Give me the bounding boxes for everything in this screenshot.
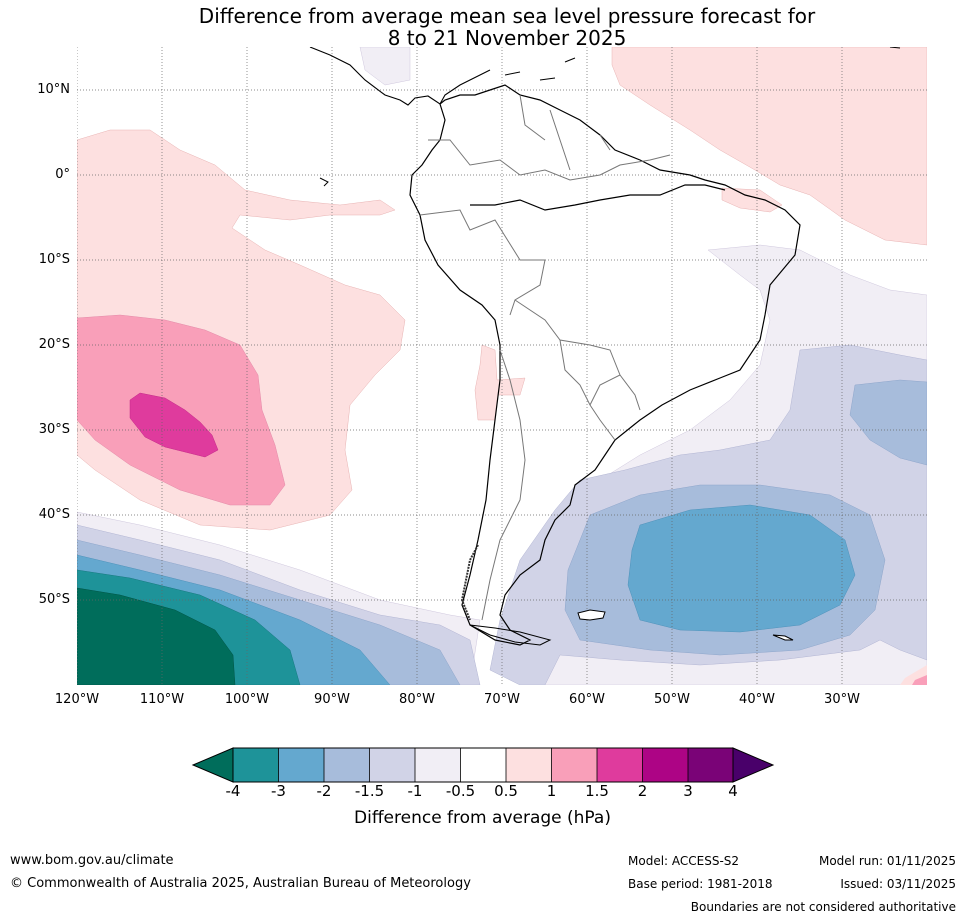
- lon-label-110w: 110°W: [139, 692, 185, 707]
- colorbar-tick: 1.5: [585, 782, 609, 800]
- colorbar-tick: 0.5: [494, 782, 518, 800]
- lon-label-60w: 60°W: [569, 692, 605, 707]
- lat-label-10s: 10°S: [38, 252, 70, 267]
- lat-label-20s: 20°S: [38, 337, 70, 352]
- lat-label-30s: 30°S: [38, 422, 70, 437]
- issued-date: Issued: 03/11/2025: [840, 877, 956, 891]
- colorbar-bin: [278, 748, 324, 782]
- south-georgia: [772, 634, 794, 641]
- model-name: Model: ACCESS-S2: [628, 854, 740, 868]
- central-america-coastline: [309, 47, 491, 106]
- colorbar-tick: -1: [407, 782, 423, 800]
- lat-label-0: 0°: [55, 167, 70, 182]
- colorbar-bin: [551, 748, 597, 782]
- anomaly-north-atlantic-0.5: [611, 47, 927, 246]
- anomaly-south-atlantic-minus-1.5: [849, 379, 927, 466]
- colorbar-below-min-arrow: [191, 747, 234, 783]
- colorbar-bin: [324, 748, 370, 782]
- colorbar-bin: [415, 748, 461, 782]
- colorbar-tick: -0.5: [445, 782, 476, 800]
- caribbean-islands: [504, 47, 901, 81]
- pressure-anomaly-map: [77, 47, 927, 685]
- anomaly-pacific-1.5: [129, 392, 219, 458]
- amazon-river: [470, 184, 726, 211]
- colorbar-tick: -2: [316, 782, 332, 800]
- anomaly-south-pacific-minus-4: [77, 587, 236, 685]
- colorbar-above-max-arrow: [732, 747, 775, 783]
- lon-label-100w: 100°W: [224, 692, 270, 707]
- anomaly-southeast-1: [912, 675, 927, 685]
- colorbar-tick: -1.5: [354, 782, 385, 800]
- lon-label-40w: 40°W: [739, 692, 775, 707]
- colorbar-bin: [688, 748, 733, 782]
- website-link[interactable]: www.bom.gov.au/climate: [10, 853, 174, 868]
- graticule: [77, 47, 927, 685]
- map-title-line-2: 8 to 21 November 2025: [387, 26, 627, 50]
- lon-label-30w: 30°W: [824, 692, 860, 707]
- lon-label-70w: 70°W: [484, 692, 520, 707]
- south-america-coastline: [409, 84, 801, 646]
- lat-label-10n: 10°N: [37, 82, 70, 97]
- colorbar-bin: [506, 748, 552, 782]
- copyright-text: © Commonwealth of Australia 2025, Austra…: [10, 876, 471, 891]
- colorbar-tick: -4: [225, 782, 241, 800]
- lon-label-120w: 120°W: [54, 692, 100, 707]
- colorbar-tick: 4: [728, 782, 738, 800]
- colorbar-tick: -3: [271, 782, 286, 800]
- colorbar-bin: [642, 748, 688, 782]
- model-run-date: Model run: 01/11/2025: [818, 854, 956, 868]
- country-borders: [419, 94, 671, 621]
- lon-label-80w: 80°W: [399, 692, 435, 707]
- lat-label-50s: 50°S: [38, 592, 70, 607]
- falkland-islands: [577, 609, 606, 621]
- colorbar-bin: [369, 748, 415, 782]
- tierra-del-fuego: [469, 624, 552, 646]
- galapagos: [319, 177, 329, 187]
- colorbar: [191, 747, 775, 783]
- colorbar-label: Difference from average (hPa): [354, 808, 611, 828]
- base-period: Base period: 1981-2018: [628, 877, 773, 891]
- boundaries-disclaimer: Boundaries are not considered authoritat…: [690, 900, 956, 914]
- colorbar-bin: [597, 748, 643, 782]
- colorbar-tick: 2: [637, 782, 648, 800]
- colorbar-bin: [460, 748, 506, 782]
- lon-label-50w: 50°W: [654, 692, 690, 707]
- chile-fjords: [460, 544, 479, 621]
- colorbar-bin: [233, 748, 279, 782]
- anomaly-south-atlantic-minus-2: [627, 504, 856, 633]
- lon-label-90w: 90°W: [314, 692, 350, 707]
- lat-label-40s: 40°S: [38, 507, 70, 522]
- anomaly-central-america-minus-0.5: [359, 47, 411, 86]
- anomaly-brazil-coast-0.5: [721, 187, 783, 213]
- colorbar-tick: 3: [683, 782, 693, 800]
- colorbar-tick: 1: [546, 782, 557, 800]
- map-title-line-1: Difference from average mean sea level p…: [198, 4, 816, 28]
